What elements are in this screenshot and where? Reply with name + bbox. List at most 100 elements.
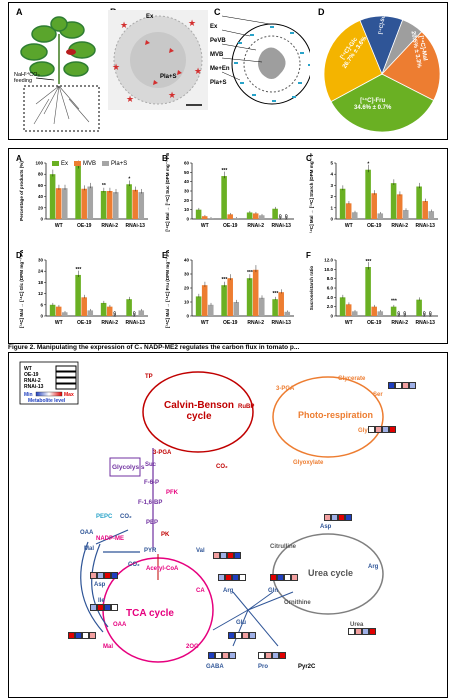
y-tick-label: 12: [38, 291, 44, 296]
bar: [106, 306, 113, 316]
panel-b-plas: Pla+S: [160, 74, 177, 80]
bar: [365, 169, 371, 219]
category-label: RNAi-13: [126, 223, 146, 229]
category-label: RNAi-13: [272, 320, 292, 326]
y-tick-label: 12.0: [324, 258, 333, 263]
bar-chart-F: F Sucrose/starch ratio 0 2.0 4.0 6.0 8.0 10.0 12…: [306, 251, 438, 326]
category-label: RNAi-2: [391, 320, 408, 326]
pie-slice-0: [330, 73, 435, 133]
heatmap-cell: [235, 632, 242, 639]
legend-row-3: RNAi-13: [24, 384, 44, 390]
node-pga1: 3-PGA: [153, 450, 172, 456]
bar: [233, 218, 240, 219]
y-tick-label: 2: [330, 194, 333, 199]
heatmap-cell: [68, 632, 75, 639]
heatmap-cell: [402, 382, 409, 389]
heatmap-cell: [218, 574, 225, 581]
bar: [371, 193, 377, 219]
bar: [126, 299, 132, 316]
category-label: WT: [201, 320, 209, 326]
node-glu: Glu: [236, 620, 246, 626]
bar: [207, 218, 214, 219]
y-tick-label: 24: [38, 269, 44, 274]
chart-legend: Ex MVB Pla+S: [52, 161, 127, 167]
bar: [390, 183, 397, 219]
node-co2a: CO₂: [216, 464, 228, 470]
svg-text:★: ★: [112, 62, 120, 72]
bar: [227, 278, 233, 316]
bar: [278, 292, 284, 316]
svg-text:★: ★: [126, 94, 134, 104]
node-arg: Arg: [223, 588, 234, 594]
y-tick-label: 20: [184, 198, 190, 203]
bar: [377, 311, 384, 316]
heatmap-strip: [213, 552, 241, 559]
y-tick-label: 0: [40, 217, 43, 222]
category-label: OE-19: [77, 223, 92, 229]
node-pyr: PYR: [144, 548, 157, 554]
nd-label: ND: [285, 214, 289, 220]
bar: [377, 213, 384, 219]
heatmap-cell: [90, 604, 97, 611]
category-label: RNAi-13: [416, 223, 436, 229]
heatmap-cell: [388, 382, 395, 389]
category-label: RNAi-2: [247, 320, 264, 326]
y-tick-label: 80: [38, 172, 44, 177]
bar: [138, 310, 145, 316]
category-label: WT: [201, 223, 209, 229]
heatmap-strip: [90, 604, 118, 611]
y-tick-label: 0: [40, 314, 43, 319]
y-tick-label: 18: [38, 280, 44, 285]
bar: [345, 203, 352, 219]
category-label: OE-19: [223, 223, 238, 229]
bar: [246, 278, 253, 316]
bar: [351, 212, 358, 219]
y-tick-label: 0: [186, 217, 189, 222]
panel-b-ex: Ex: [146, 14, 154, 20]
legend-label: Ex: [61, 161, 69, 168]
nd-label: ND: [132, 311, 136, 317]
category-label: RNAi-13: [126, 320, 146, 326]
y-tick-label: 100: [35, 161, 43, 166]
significance-mark: ***: [391, 299, 397, 305]
feeding-label: NaH¹⁴CO₃ feeding: [14, 72, 40, 84]
heatmap-cell: [395, 382, 402, 389]
pie-fru-value: 34.6% ± 0.7%: [354, 105, 392, 111]
bar: [49, 174, 56, 219]
category-label: RNAi-2: [391, 223, 408, 229]
bar: [195, 209, 202, 219]
heatmap-cell: [348, 628, 355, 635]
nd-label: ND: [397, 311, 401, 317]
node-mal: Mal: [84, 546, 95, 552]
category-label: WT: [55, 223, 63, 229]
heatmap-cell: [111, 604, 118, 611]
significance-mark: ***: [272, 291, 278, 297]
leaf-autoradiograph: ★ ★ ★ ★ ★ ★: [108, 10, 208, 110]
node-f16bp: F-1,6-BP: [138, 500, 163, 506]
panel-c-item-2: MVB: [210, 52, 224, 58]
heatmap-cell: [258, 652, 265, 659]
bar: [258, 297, 265, 316]
category-label: RNAi-2: [101, 223, 118, 229]
heatmap-strip: [368, 426, 396, 433]
bar: [252, 269, 259, 316]
heatmap-strip: [270, 574, 298, 581]
heatmap-strip: [68, 632, 96, 639]
y-axis-label: Percentage of products (%): [19, 161, 24, 221]
panel-a-label: A: [16, 7, 23, 17]
y-axis-label: [¹⁴C] Mal → [¹⁴C] Starch (DPM mg⁻¹ FW): [309, 153, 314, 233]
heatmap-cell: [225, 574, 232, 581]
significance-mark: ***: [365, 259, 371, 265]
pathway-diagram: [19, 361, 384, 663]
y-tick-label: 30: [184, 272, 190, 277]
bar: [201, 285, 208, 316]
y-axis-label: [¹⁴C] Mal → [¹⁴C] Suc (DPM mg⁻¹ FW): [165, 153, 170, 232]
legend-row-2: RNAi-2: [24, 378, 41, 384]
y-tick-label: 10: [184, 207, 190, 212]
heatmap-strip: [218, 574, 246, 581]
heatmap-cell: [213, 552, 220, 559]
bar: [61, 188, 68, 219]
heatmap-cell: [272, 652, 279, 659]
bar: [246, 212, 253, 219]
pie-label-fru: [¹⁴C]-Fru 34.6% ± 0.7%: [354, 98, 391, 112]
